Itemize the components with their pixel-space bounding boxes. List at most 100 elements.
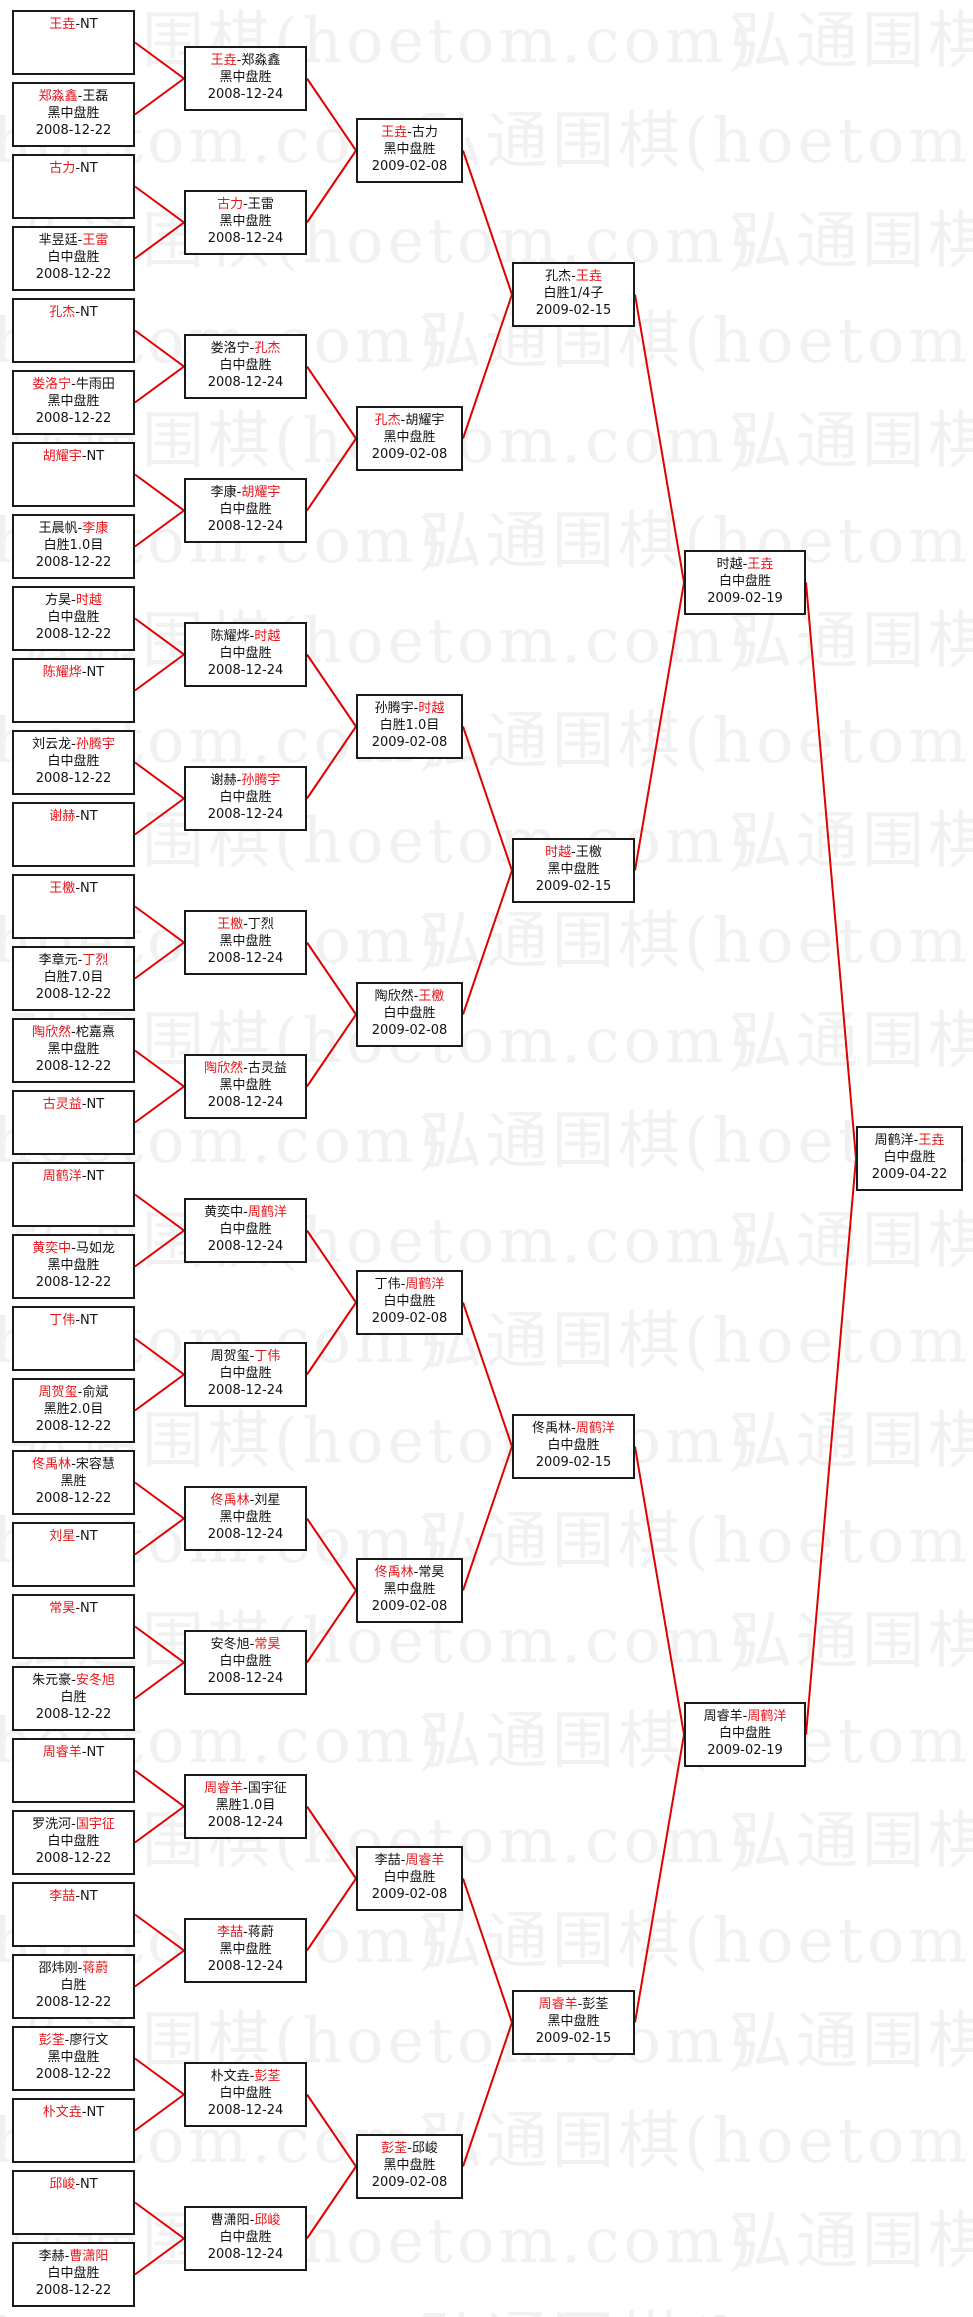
separator: - bbox=[571, 1421, 576, 1436]
separator: - bbox=[407, 2141, 412, 2156]
separator: - bbox=[236, 53, 242, 68]
separator: - bbox=[71, 737, 76, 752]
match-box-round-1: 陶欣然-柁嘉熹 黑中盘胜 2008-12-22 bbox=[12, 1018, 135, 1083]
connector-line bbox=[462, 1446, 513, 1591]
player-a: 陈耀烨 bbox=[210, 629, 250, 644]
separator: - bbox=[249, 2069, 255, 2084]
match-result: 黑中盘胜 bbox=[219, 1510, 272, 1525]
player-b: NT bbox=[86, 1097, 105, 1112]
match-result: 白中盘胜 bbox=[47, 610, 100, 625]
match-box-round-2: 陶欣然-古灵益 黑中盘胜 2008-12-24 bbox=[184, 1054, 307, 1119]
match-box-round-4: 孔杰-王垚 白胜1/4子 2009-02-15 bbox=[512, 262, 635, 327]
connector-line bbox=[134, 2093, 185, 2132]
player-b: 国宇征 bbox=[75, 1817, 115, 1832]
match-players: 娄洛宁-牛雨田 bbox=[14, 376, 133, 393]
match-result: 黑中盘胜 bbox=[383, 142, 436, 157]
match-date: 2008-12-22 bbox=[35, 987, 112, 1002]
separator: - bbox=[75, 1889, 81, 1904]
match-result: 白中盘胜 bbox=[47, 2266, 100, 2281]
separator: - bbox=[413, 701, 419, 716]
connector-line bbox=[306, 437, 357, 512]
match-result: 白胜1/4子 bbox=[543, 286, 604, 301]
match-date: 2008-12-24 bbox=[207, 807, 284, 822]
match-box-round-1: 娄洛宁-牛雨田 黑中盘胜 2008-12-22 bbox=[12, 370, 135, 435]
match-box-round-2: 王垚-郑淼鑫 黑中盘胜 2008-12-24 bbox=[184, 46, 307, 111]
player-a: 王檄 bbox=[217, 917, 244, 932]
match-box-round-1: 周鹤洋-NT bbox=[12, 1162, 135, 1227]
connector-line bbox=[306, 1805, 357, 1880]
match-box-round-3: 孙腾宇-时越 白胜1.0目 2009-02-08 bbox=[356, 694, 463, 759]
player-a: 周睿羊 bbox=[538, 1997, 578, 2012]
player-b: 丁烈 bbox=[82, 953, 109, 968]
match-date: 2008-12-22 bbox=[35, 1491, 112, 1506]
player-b: 周鹤洋 bbox=[747, 1709, 787, 1724]
player-b: 邱峻 bbox=[254, 2213, 281, 2228]
watermark-text: 弘通围棋(hoetom.com) bbox=[730, 2204, 973, 2277]
player-a: 李喆 bbox=[49, 1889, 76, 1904]
player-a: 郑淼鑫 bbox=[38, 89, 78, 104]
match-result: 黑中盘胜 bbox=[47, 106, 100, 121]
match-result: 白中盘胜 bbox=[383, 1006, 436, 1021]
player-a: 佟禹林 bbox=[532, 1421, 572, 1436]
separator: - bbox=[243, 1205, 248, 1220]
match-players: 李喆-NT bbox=[14, 1888, 133, 1905]
watermark-text: 弘通围棋(hoetom.com) bbox=[730, 1604, 973, 1677]
connector-line bbox=[134, 1769, 185, 1808]
connector-line bbox=[462, 2022, 513, 2167]
separator: - bbox=[81, 1169, 87, 1184]
separator: - bbox=[71, 1673, 76, 1688]
match-players: 邱峻-NT bbox=[14, 2176, 133, 2193]
player-b: 彭荃 bbox=[254, 2069, 281, 2084]
separator: - bbox=[249, 1349, 255, 1364]
match-date: 2008-12-24 bbox=[207, 951, 284, 966]
connector-line bbox=[634, 1734, 685, 2023]
player-a: 刘云龙 bbox=[32, 737, 72, 752]
match-players: 孔杰-胡耀宇 bbox=[358, 412, 461, 429]
match-box-round-3: 佟禹林-常昊 黑中盘胜 2009-02-08 bbox=[356, 1558, 463, 1623]
player-b: NT bbox=[80, 1313, 98, 1328]
separator: - bbox=[75, 1601, 81, 1616]
match-box-round-1: 朱元豪-安冬旭 白胜 2008-12-22 bbox=[12, 1666, 135, 1731]
match-box-round-1: 王晨帆-李康 白胜1.0目 2008-12-22 bbox=[12, 514, 135, 579]
match-players: 佟禹林-常昊 bbox=[358, 1564, 461, 1581]
match-result: 白中盘胜 bbox=[219, 502, 272, 517]
match-box-round-2: 朴文垚-彭荃 白中盘胜 2008-12-24 bbox=[184, 2062, 307, 2127]
player-a: 彭荃 bbox=[38, 2033, 65, 2048]
player-b: 王雷 bbox=[82, 233, 109, 248]
match-box-round-1: 陈耀烨-NT bbox=[12, 658, 135, 723]
match-box-round-1: 李章元-丁烈 白胜7.0目 2008-12-22 bbox=[12, 946, 135, 1011]
match-result: 白中盘胜 bbox=[383, 1870, 436, 1885]
connector-line bbox=[805, 1158, 857, 1735]
player-a: 谢赫 bbox=[210, 773, 237, 788]
match-box-round-1: 芈昱廷-王雷 白中盘胜 2008-12-22 bbox=[12, 226, 135, 291]
connector-line bbox=[134, 905, 185, 944]
match-result: 黑中盘胜 bbox=[219, 1942, 272, 1957]
player-b: 王磊 bbox=[82, 89, 109, 104]
connector-line bbox=[134, 41, 185, 80]
match-date: 2009-02-08 bbox=[371, 1311, 448, 1326]
match-result: 白胜 bbox=[60, 1690, 87, 1705]
player-b: 孔杰 bbox=[254, 341, 281, 356]
watermark-text: 弘通围棋(hoetom.com) bbox=[420, 2290, 973, 2317]
player-a: 孔杰 bbox=[374, 413, 401, 428]
match-date: 2008-12-24 bbox=[207, 2103, 284, 2118]
match-players: 佟禹林-刘星 bbox=[186, 1492, 305, 1509]
player-a: 丁伟 bbox=[49, 1313, 76, 1328]
connector-line bbox=[306, 77, 357, 152]
player-b: 曹潇阳 bbox=[69, 2249, 109, 2264]
match-players: 丁伟-NT bbox=[14, 1312, 133, 1329]
match-box-round-1: 方昊-时越 白中盘胜 2008-12-22 bbox=[12, 586, 135, 651]
player-a: 朴文垚 bbox=[42, 2105, 82, 2120]
match-result: 黑中盘胜 bbox=[47, 2050, 100, 2065]
match-box-round-2: 娄洛宁-孔杰 白中盘胜 2008-12-24 bbox=[184, 334, 307, 399]
match-players: 周睿羊-国宇征 bbox=[186, 1780, 305, 1797]
match-date: 2008-12-22 bbox=[35, 555, 112, 570]
player-a: 孔杰 bbox=[545, 269, 572, 284]
separator: - bbox=[400, 1853, 406, 1868]
separator: - bbox=[64, 2249, 70, 2264]
match-date: 2008-12-22 bbox=[35, 771, 112, 786]
player-b: NT bbox=[80, 809, 98, 824]
player-b: 牛雨田 bbox=[75, 377, 115, 392]
match-box-round-6: 周鹤洋-王垚 白中盘胜 2009-04-22 bbox=[856, 1126, 963, 1191]
